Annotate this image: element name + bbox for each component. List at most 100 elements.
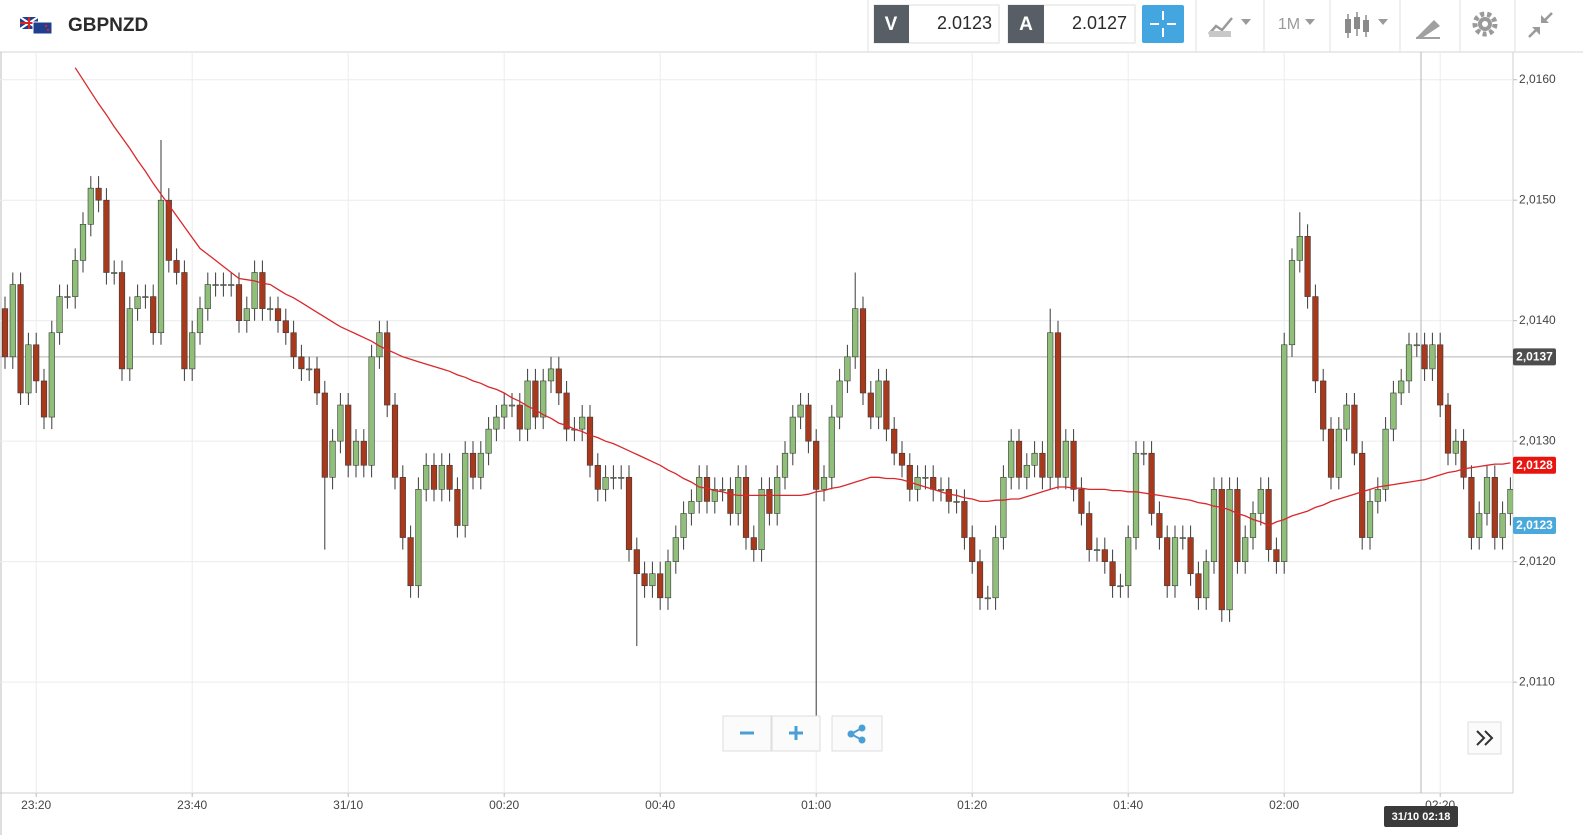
- candle-body: [797, 404, 804, 418]
- candle-body: [1444, 404, 1452, 454]
- candle-body: [657, 573, 664, 599]
- candle-body: [1491, 477, 1498, 538]
- scroll-right-button[interactable]: [1467, 721, 1502, 755]
- candle-body: [625, 477, 633, 550]
- candle-body: [563, 392, 570, 430]
- crosshair-time-label: 31/10 02:18: [1392, 811, 1451, 823]
- candle-body: [1132, 452, 1140, 538]
- candle-body: [1000, 477, 1007, 538]
- candle-body: [930, 477, 937, 490]
- ask-badge: [1008, 5, 1044, 43]
- candle-body: [1296, 236, 1303, 261]
- candle-body: [25, 344, 32, 394]
- candle-body: [1452, 440, 1459, 454]
- icon-shape: [1345, 19, 1351, 33]
- timeframe-button[interactable]: 1M: [1278, 16, 1315, 33]
- settings-button[interactable]: [1472, 11, 1498, 37]
- indicator-button[interactable]: [1208, 17, 1251, 37]
- icon-line: [1484, 730, 1494, 746]
- candle-body: [282, 320, 289, 334]
- candle-body: [1140, 452, 1147, 455]
- icon-shape: [858, 736, 866, 744]
- candle-body: [836, 380, 843, 418]
- icon-line: [1476, 730, 1486, 746]
- candle-body: [56, 296, 63, 334]
- candle-body: [1499, 513, 1506, 538]
- candle-body: [345, 404, 352, 466]
- price-label: 2,0123: [1516, 518, 1553, 532]
- candle-body: [337, 404, 344, 442]
- candle-body: [352, 440, 360, 466]
- candle-body: [384, 332, 391, 406]
- collapse-button[interactable]: [1528, 12, 1553, 38]
- x-tick-label: 01:20: [957, 798, 987, 812]
- share-button[interactable]: [831, 715, 883, 752]
- candle-body: [79, 223, 87, 261]
- candle-body: [1327, 428, 1335, 478]
- axes: 2,0110 2,0120 2,0130 2,0140 2,0150 2,0160 23:2…: [21, 72, 1556, 827]
- icon-shape: [858, 724, 866, 732]
- moving-average-line: [74, 67, 1511, 527]
- icon-shape: [1363, 20, 1369, 32]
- candle-body: [1008, 440, 1015, 478]
- candle-body: [259, 272, 266, 309]
- candle-body: [462, 452, 469, 526]
- candle-body: [937, 489, 945, 491]
- candle-body: [1343, 404, 1350, 430]
- gear-hole: [1482, 21, 1488, 27]
- candle-body: [118, 272, 126, 370]
- icon-shape: [1541, 15, 1549, 23]
- candle-body: [204, 284, 211, 309]
- bid-box[interactable]: V 2.0123: [873, 4, 1000, 44]
- ask-letter: A: [1019, 14, 1033, 35]
- candle-body: [1265, 489, 1272, 550]
- crosshair-time-box: [1384, 806, 1458, 827]
- candle-body: [1374, 489, 1381, 502]
- candle-body: [898, 452, 906, 466]
- candle-body: [610, 477, 617, 479]
- x-tick-label: 00:40: [645, 798, 675, 812]
- candle-body: [1320, 380, 1327, 430]
- candle-body: [313, 368, 321, 394]
- header: GBPNZD V 2.0123 A 2.0127: [0, 0, 1583, 53]
- candle-body: [1210, 489, 1218, 562]
- candle-body: [976, 561, 984, 599]
- candle-body: [64, 296, 71, 298]
- candle-body: [1218, 489, 1225, 611]
- candle-body: [40, 380, 48, 418]
- candle-body: [251, 272, 258, 309]
- candle-body: [579, 416, 586, 430]
- candle-body: [1156, 513, 1163, 538]
- candle-body: [321, 392, 328, 478]
- candle-body: [540, 380, 547, 418]
- icon-shape: [847, 730, 855, 738]
- candle-body: [1047, 332, 1054, 478]
- candle-body: [680, 513, 687, 538]
- candle-body: [766, 489, 773, 514]
- candle-body: [649, 573, 656, 587]
- candle-body: [469, 452, 477, 478]
- candle-body: [1101, 549, 1108, 562]
- flag-icon: [19, 16, 53, 35]
- candle-body: [267, 308, 274, 310]
- price-label-box: [1513, 348, 1556, 366]
- crosshair-button[interactable]: [1142, 5, 1184, 43]
- draw-button[interactable]: [1416, 20, 1440, 39]
- candle-body: [844, 356, 851, 382]
- x-tick-label: 01:40: [1113, 798, 1143, 812]
- chart-type-button[interactable]: [1345, 12, 1388, 38]
- candle-body: [1281, 344, 1288, 562]
- candle-body: [945, 489, 952, 502]
- price-label-box: [1513, 456, 1556, 474]
- candle-body: [72, 260, 79, 297]
- y-tick-label: 2,0130: [1519, 433, 1556, 447]
- candle-body: [48, 332, 55, 418]
- candle-body: [727, 489, 734, 514]
- candle-body: [87, 187, 94, 225]
- candle-body: [1460, 440, 1467, 478]
- x-tick-label: 31/10: [333, 798, 363, 812]
- ask-box[interactable]: A 2.0127: [1007, 4, 1136, 44]
- candle-body: [189, 332, 196, 370]
- candle-body: [633, 549, 640, 575]
